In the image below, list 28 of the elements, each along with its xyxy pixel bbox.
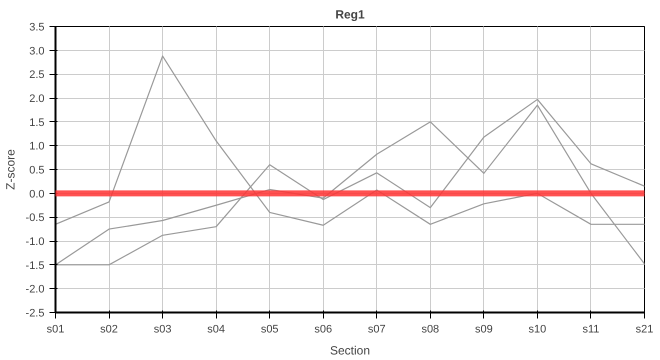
y-tick-label: 3.5 (29, 22, 45, 34)
y-axis-title: Z-score (4, 148, 18, 190)
x-tick-label: s09 (474, 324, 493, 336)
x-tick-label: s21 (636, 324, 654, 336)
y-tick-label: 3.0 (29, 45, 45, 58)
x-tick-label: s01 (46, 324, 64, 336)
y-tick-label: 1.0 (29, 140, 45, 153)
x-tick-label: s04 (207, 324, 226, 336)
x-axis-title: Section (330, 344, 370, 358)
x-tick-label: s11 (582, 324, 600, 336)
y-tick-label: -0.5 (26, 212, 45, 224)
y-tick-label: -2.5 (26, 308, 45, 320)
y-tick-label: -2.0 (26, 284, 45, 296)
y-tick-label: 0.0 (29, 188, 45, 200)
y-tick-label: -1.5 (26, 260, 45, 272)
x-tick-label: s07 (368, 324, 386, 336)
x-tick-label: s02 (100, 324, 118, 336)
x-tick-label: s05 (260, 324, 279, 336)
y-tick-label: 2.0 (29, 93, 45, 105)
y-tick-label: 2.5 (29, 69, 45, 82)
x-tick-label: s10 (528, 324, 546, 336)
x-tick-label: s06 (314, 324, 332, 336)
y-tick-label: -1.0 (26, 236, 45, 248)
x-tick-label: s08 (421, 324, 440, 336)
x-tick-label: s03 (154, 324, 172, 336)
chart-title: Reg1 (335, 8, 365, 22)
y-tick-label: 1.5 (29, 116, 45, 129)
y-tick-label: 0.5 (29, 164, 45, 176)
